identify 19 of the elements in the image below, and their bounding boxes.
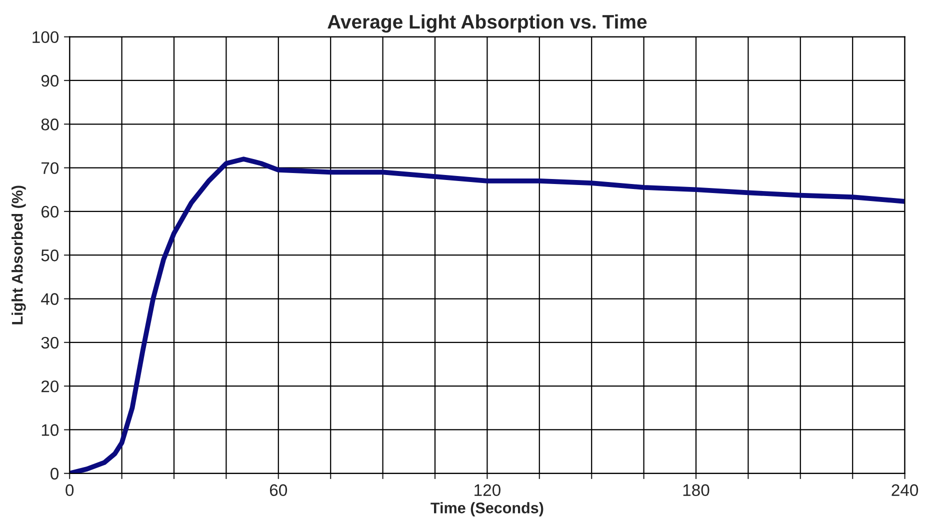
x-axis-title: Time (Seconds): [430, 502, 544, 516]
y-tick-label: 70: [42, 162, 59, 174]
y-tick-label: 40: [41, 293, 59, 305]
x-tick-label: 240: [892, 484, 918, 496]
y-tick-label: 80: [41, 118, 59, 130]
y-tick-label: 20: [41, 380, 59, 392]
y-tick-label: 50: [41, 250, 59, 262]
y-tick-label: 0: [50, 468, 59, 480]
y-tick-label: 30: [41, 336, 59, 349]
y-tick-label: 60: [41, 206, 59, 218]
x-tick-label: 0: [66, 484, 74, 496]
x-tick-label: 120: [474, 484, 500, 496]
y-tick-label: 10: [42, 424, 59, 436]
y-axis-title: Light Absorbed (%): [12, 186, 26, 324]
y-tick-label: 90: [41, 74, 59, 87]
x-tick-label: 180: [683, 484, 710, 496]
y-tick-label: 100: [32, 31, 59, 44]
x-tick-label: 60: [270, 484, 288, 496]
chart-title: Average Light Absorption vs. Time: [328, 14, 647, 33]
